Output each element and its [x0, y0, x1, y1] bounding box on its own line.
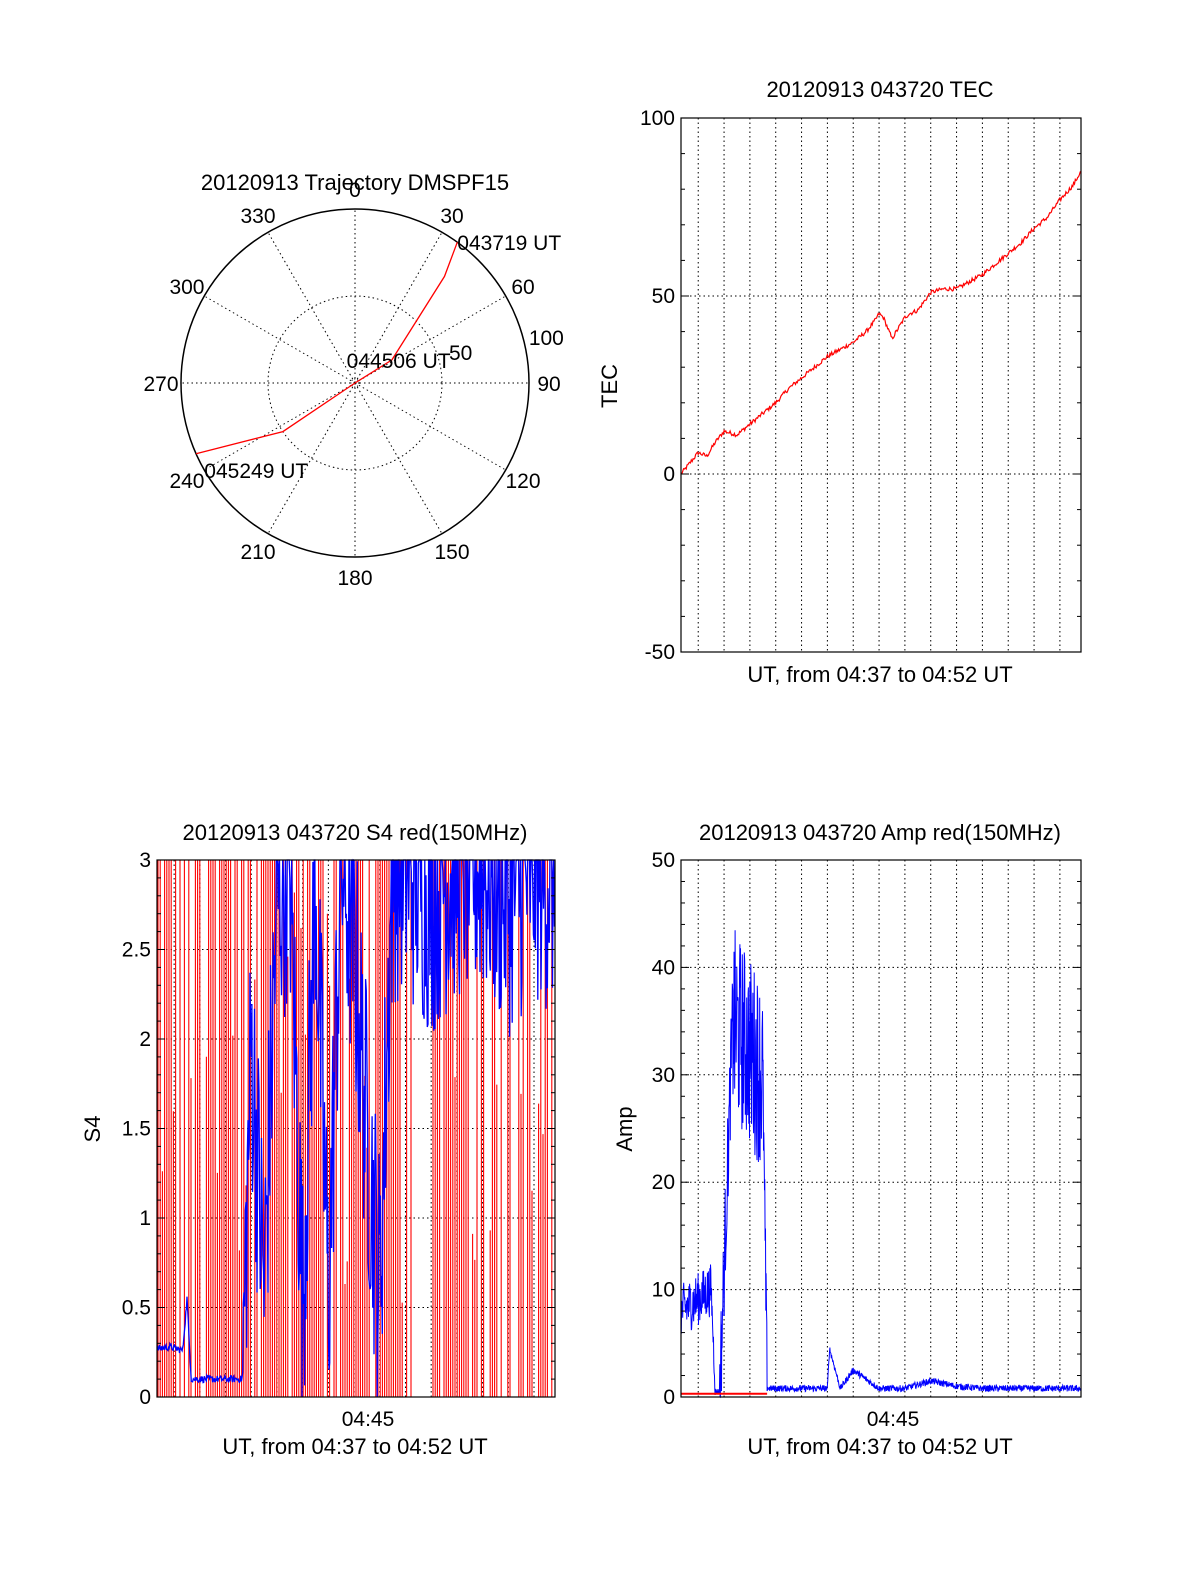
tec-series [680, 170, 1082, 475]
polar-spoke [267, 382, 356, 534]
amp-x-tick-label: 04:45 [867, 1408, 920, 1431]
y-tick-label: 0 [139, 1386, 151, 1409]
y-tick-label: 2 [139, 1028, 151, 1051]
polar-angle-tick: 210 [240, 541, 275, 564]
polar-grid [180, 208, 530, 558]
tec-frame [680, 117, 1082, 653]
tec-y-label: TEC [597, 364, 622, 408]
s4-y-label: S4 [80, 1116, 105, 1143]
amp-y-label: Amp [612, 1106, 637, 1151]
tec-line [680, 170, 1082, 475]
y-tick-label: 2.5 [122, 939, 151, 962]
tec-plot: 20120913 043720 TEC 100 50 0 -50 UT, from 0… [597, 77, 1082, 687]
polar-angle-tick: 330 [240, 205, 275, 228]
s4-x-label: UT, from 04:37 to 04:52 UT [222, 1434, 487, 1459]
polar-angle-tick: 300 [169, 276, 204, 299]
y-tick-label: 1 [139, 1207, 151, 1230]
amp-blue-line [680, 930, 1082, 1399]
amp-grid [681, 860, 1081, 1397]
amp-title: 20120913 043720 Amp red(150MHz) [699, 820, 1061, 845]
polar-angle-tick: 60 [511, 276, 534, 299]
y-tick-label: 3 [139, 849, 151, 872]
tec-title: 20120913 043720 TEC [766, 77, 993, 102]
polar-angle-tick: 150 [434, 541, 469, 564]
y-tick-label: 20 [652, 1171, 675, 1194]
s4-series [156, 858, 556, 1398]
polar-spoke [204, 295, 356, 384]
polar-radius-tick: 100 [529, 327, 564, 350]
s4-x-tick-label: 04:45 [342, 1408, 395, 1431]
amp-series [680, 930, 1082, 1399]
polar-spoke [354, 382, 443, 534]
y-tick-label: 10 [652, 1279, 675, 1302]
s4-plot: 20120913 043720 S4 red(150MHz) 3 2.5 2 1.5 1… [80, 820, 556, 1459]
polar-angle-labels: 0 30 60 90 120 150 180 210 240 270 300 330 [143, 179, 560, 590]
s4-blue-line [156, 858, 556, 1398]
polar-radius-tick: 50 [449, 342, 472, 365]
s4-y-ticks: 3 2.5 2 1.5 1 0.5 0 [122, 849, 555, 1409]
polar-outer-ring [180, 208, 530, 558]
polar-angle-tick: 120 [505, 470, 540, 493]
tec-y-ticks: 100 50 0 -50 [640, 107, 1081, 664]
y-tick-label: 100 [640, 107, 675, 130]
y-tick-label: 0.5 [122, 1297, 151, 1320]
y-tick-label: 1.5 [122, 1118, 151, 1141]
polar-spoke [267, 232, 356, 384]
polar-angle-tick: 0 [349, 179, 361, 202]
y-tick-label: 50 [652, 285, 675, 308]
y-tick-label: 0 [663, 463, 675, 486]
tec-x-label: UT, from 04:37 to 04:52 UT [747, 662, 1012, 687]
polar-spoke [354, 232, 443, 384]
polar-time-annotation: 043719 UT [457, 232, 561, 255]
polar-angle-tick: 90 [537, 373, 560, 396]
amp-x-label: UT, from 04:37 to 04:52 UT [747, 1434, 1012, 1459]
plot-frame [680, 117, 1082, 653]
trajectory-polar-plot: 20120913 Trajectory DMSPF15 0 30 60 90 120 15… [143, 170, 563, 590]
polar-radius-labels: 50 100 [449, 327, 564, 365]
polar-spoke [354, 382, 506, 471]
s4-title: 20120913 043720 S4 red(150MHz) [183, 820, 528, 845]
tec-grid [681, 118, 1081, 652]
y-tick-label: 50 [652, 849, 675, 872]
polar-trajectory-line [195, 241, 458, 455]
polar-spoke [204, 382, 356, 471]
polar-time-annotation: 044506 UT [347, 350, 451, 373]
amp-frame [680, 859, 1082, 1398]
polar-trajectory [195, 241, 458, 455]
polar-angle-tick: 240 [169, 470, 204, 493]
y-tick-label: 0 [663, 1386, 675, 1409]
polar-annotations: 043719 UT 044506 UT 045249 UT [204, 232, 561, 483]
polar-angle-tick: 270 [143, 373, 178, 396]
polar-angle-tick: 180 [337, 567, 372, 590]
amp-y-ticks: 50 40 30 20 10 0 [652, 849, 1081, 1409]
polar-center [350, 378, 360, 388]
y-tick-label: -50 [645, 641, 675, 664]
polar-angle-tick: 30 [440, 205, 463, 228]
polar-title: 20120913 Trajectory DMSPF15 [201, 170, 509, 195]
plot-frame [680, 859, 1082, 1398]
polar-time-annotation: 045249 UT [204, 460, 308, 483]
y-tick-label: 40 [652, 956, 675, 979]
y-tick-label: 30 [652, 1064, 675, 1087]
polar-spoke [354, 295, 506, 384]
amp-plot: 20120913 043720 Amp red(150MHz) 50 40 30 20… [612, 820, 1082, 1459]
